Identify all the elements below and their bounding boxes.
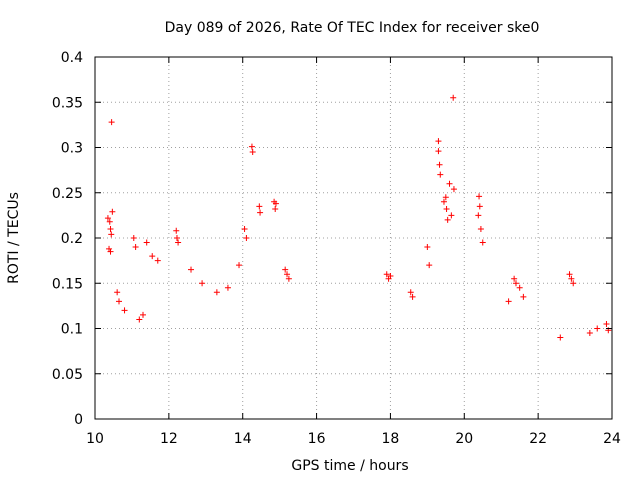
data-point [570,280,577,287]
data-point [435,138,442,145]
data-point [149,253,156,260]
y-tick-label: 0.2 [61,231,83,247]
data-point [188,266,195,273]
data-point [511,275,518,282]
data-point [516,284,523,291]
data-point [106,245,113,252]
data-point [104,215,111,222]
data-point [443,206,450,213]
data-point [132,244,139,251]
data-point [477,225,484,232]
data-point [568,275,575,282]
data-point [173,235,180,241]
data-point [107,248,114,255]
data-point [440,198,447,205]
data-point [213,289,220,296]
y-tick-label: 0.15 [52,276,83,292]
y-tick-label: 0.25 [52,186,83,202]
data-point [476,203,483,210]
data-point [282,266,289,273]
data-point [284,271,291,278]
data-point [140,311,147,318]
data-point [143,239,150,246]
chart-title: Day 089 of 2026, Rate Of TEC Index for r… [165,20,540,36]
data-point [236,262,243,269]
data-point [256,203,263,210]
data-point [437,171,444,178]
data-point [249,149,256,156]
data-point [426,262,433,269]
x-tick-label: 20 [455,431,473,447]
data-point [199,280,206,287]
data-point [450,94,457,101]
data-point [116,298,123,305]
data-point [241,225,248,232]
data-point [435,148,442,155]
data-point [175,239,182,246]
tick-labels: 10 12 14 16 18 20 22 24 0 0.05 0.1 0.15 0.2 0.25 0.3 0.… [52,50,621,447]
x-tick-label: 10 [86,431,104,447]
data-point [154,257,161,264]
x-tick-label: 14 [234,431,252,447]
data-point [476,193,483,200]
x-tick-label: 16 [308,431,326,447]
y-tick-label: 0.1 [61,322,83,338]
x-tick-label: 12 [160,431,178,447]
data-point [257,209,264,216]
x-tick-label: 22 [529,431,547,447]
data-point [114,289,121,296]
data-point [448,212,455,219]
data-point [136,316,143,323]
data-point [450,186,457,193]
y-tick-label: 0.3 [61,141,83,157]
data-point [557,334,564,341]
y-tick-label: 0.4 [61,50,83,66]
x-tick-label: 18 [382,431,400,447]
data-point [566,271,573,278]
data-point [272,206,279,213]
data-point [409,293,416,300]
data-point [272,200,279,207]
data-point [130,235,137,241]
data-point [224,284,231,291]
x-axis-label: GPS time / hours [291,458,408,474]
data-point [407,289,414,296]
data-point [108,119,115,126]
y-tick-label: 0.35 [52,95,83,111]
y-axis-label: ROTI / TECUs [6,192,22,284]
data-point [505,298,512,305]
data-point [243,235,250,241]
data-point [512,280,519,287]
data-point [586,330,593,337]
data-point [108,231,115,238]
data-point [109,208,116,215]
data-point [479,239,486,246]
grid [95,57,612,419]
data-point [436,161,443,168]
data-point [285,275,292,282]
data-point [424,244,431,251]
data-point [383,271,390,278]
data-point [106,218,113,225]
x-tick-label: 24 [603,431,621,447]
data-point [603,320,610,327]
data-point [594,325,601,332]
axis-ticks [94,56,613,420]
data-point [444,216,451,223]
data-point [475,212,482,219]
data-point [446,180,453,187]
data-point [107,225,114,232]
data-point [520,293,527,300]
data-point [442,194,449,201]
data-point [248,143,255,150]
y-tick-label: 0.05 [52,367,83,383]
data-point [387,273,394,280]
data-point [173,227,180,234]
y-tick-label: 0 [74,412,83,428]
data-points [104,94,612,341]
data-point [121,307,128,314]
